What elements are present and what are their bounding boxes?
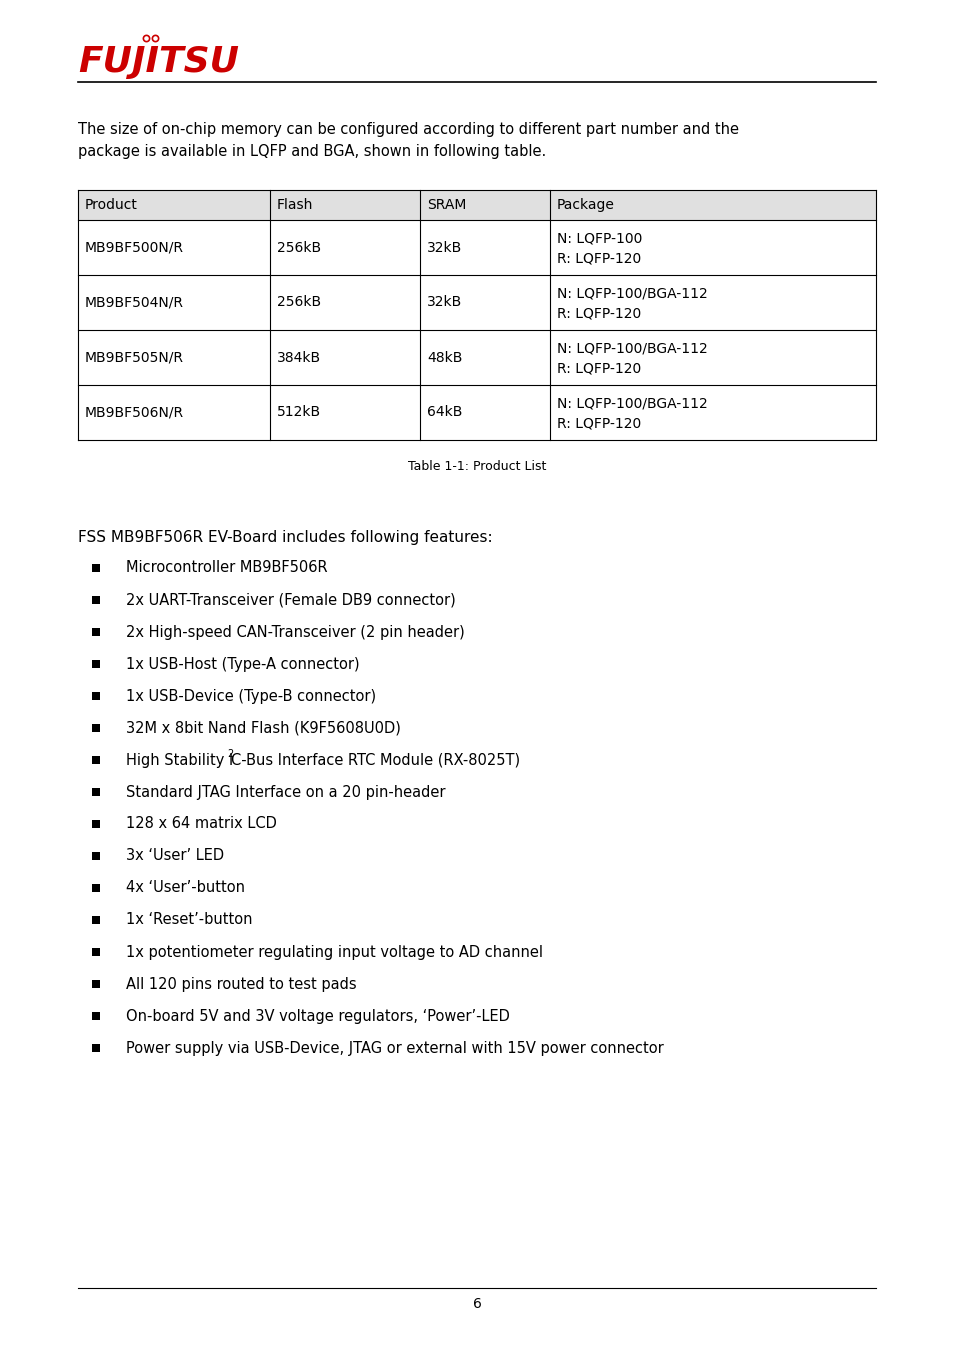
Text: 1x ‘Reset’-button: 1x ‘Reset’-button [126, 913, 253, 927]
Text: 128 x 64 matrix LCD: 128 x 64 matrix LCD [126, 817, 276, 832]
Text: 2x UART-Transceiver (Female DB9 connector): 2x UART-Transceiver (Female DB9 connecto… [126, 593, 456, 608]
Text: N: LQFP-100/BGA-112: N: LQFP-100/BGA-112 [557, 342, 707, 355]
Bar [91, 819, 100, 828]
Text: All 120 pins routed to test pads: All 120 pins routed to test pads [126, 976, 356, 991]
Text: R: LQFP-120: R: LQFP-120 [557, 306, 640, 320]
Text: N: LQFP-100/BGA-112: N: LQFP-100/BGA-112 [557, 286, 707, 300]
Text: 32kB: 32kB [427, 240, 462, 255]
Bar [91, 852, 100, 860]
Text: R: LQFP-120: R: LQFP-120 [557, 251, 640, 266]
Bar [91, 1044, 100, 1052]
Text: Power supply via USB-Device, JTAG or external with 15V power connector: Power supply via USB-Device, JTAG or ext… [126, 1041, 663, 1056]
Text: 3x ‘User’ LED: 3x ‘User’ LED [126, 849, 224, 864]
Text: Package: Package [557, 198, 615, 212]
Text: 4x ‘User’-button: 4x ‘User’-button [126, 880, 245, 895]
Text: Microcontroller MB9BF506R: Microcontroller MB9BF506R [126, 560, 327, 575]
Text: SRAM: SRAM [427, 198, 466, 212]
Text: High Stability I: High Stability I [126, 752, 233, 768]
Text: C-Bus Interface RTC Module (RX-8025T): C-Bus Interface RTC Module (RX-8025T) [231, 752, 519, 768]
Text: On-board 5V and 3V voltage regulators, ‘Power’-LED: On-board 5V and 3V voltage regulators, ‘… [126, 1008, 509, 1023]
Text: N: LQFP-100/BGA-112: N: LQFP-100/BGA-112 [557, 396, 707, 410]
Text: FSS MB9BF506R EV-Board includes following features:: FSS MB9BF506R EV-Board includes followin… [78, 531, 492, 545]
Text: 512kB: 512kB [276, 405, 321, 420]
Text: Product: Product [85, 198, 138, 212]
Text: MB9BF500N/R: MB9BF500N/R [85, 240, 184, 255]
Text: 384kB: 384kB [276, 351, 321, 364]
Text: 2x High-speed CAN-Transceiver (2 pin header): 2x High-speed CAN-Transceiver (2 pin hea… [126, 625, 464, 640]
Bar [91, 884, 100, 892]
Text: MB9BF506N/R: MB9BF506N/R [85, 405, 184, 420]
Text: R: LQFP-120: R: LQFP-120 [557, 417, 640, 431]
Text: The size of on-chip memory can be configured according to different part number : The size of on-chip memory can be config… [78, 122, 739, 158]
Bar [91, 564, 100, 572]
Bar [78, 190, 875, 220]
Text: Table 1-1: Product List: Table 1-1: Product List [407, 460, 546, 472]
Text: 6: 6 [472, 1297, 481, 1311]
Text: N: LQFP-100: N: LQFP-100 [557, 231, 641, 246]
Text: 1x USB-Host (Type-A connector): 1x USB-Host (Type-A connector) [126, 656, 359, 671]
Text: MB9BF505N/R: MB9BF505N/R [85, 351, 184, 364]
Bar [91, 660, 100, 668]
Bar [91, 628, 100, 636]
Bar [91, 788, 100, 796]
Bar [91, 917, 100, 923]
Bar [91, 693, 100, 701]
Text: FUJITSU: FUJITSU [78, 45, 239, 80]
Text: 32M x 8bit Nand Flash (K9F5608U0D): 32M x 8bit Nand Flash (K9F5608U0D) [126, 721, 400, 736]
Text: 32kB: 32kB [427, 296, 462, 309]
Text: 256kB: 256kB [276, 240, 321, 255]
Bar [91, 756, 100, 764]
Bar [91, 724, 100, 732]
Text: 1x potentiometer regulating input voltage to AD channel: 1x potentiometer regulating input voltag… [126, 945, 542, 960]
Bar [91, 980, 100, 988]
Text: 64kB: 64kB [427, 405, 462, 420]
Bar [91, 595, 100, 603]
Text: Flash: Flash [276, 198, 313, 212]
Text: 48kB: 48kB [427, 351, 462, 364]
Bar [91, 948, 100, 956]
Text: 2: 2 [227, 749, 233, 759]
Bar [91, 1012, 100, 1021]
Text: R: LQFP-120: R: LQFP-120 [557, 362, 640, 375]
Text: 1x USB-Device (Type-B connector): 1x USB-Device (Type-B connector) [126, 688, 375, 703]
Text: Standard JTAG Interface on a 20 pin-header: Standard JTAG Interface on a 20 pin-head… [126, 784, 445, 799]
Text: 256kB: 256kB [276, 296, 321, 309]
Text: MB9BF504N/R: MB9BF504N/R [85, 296, 184, 309]
